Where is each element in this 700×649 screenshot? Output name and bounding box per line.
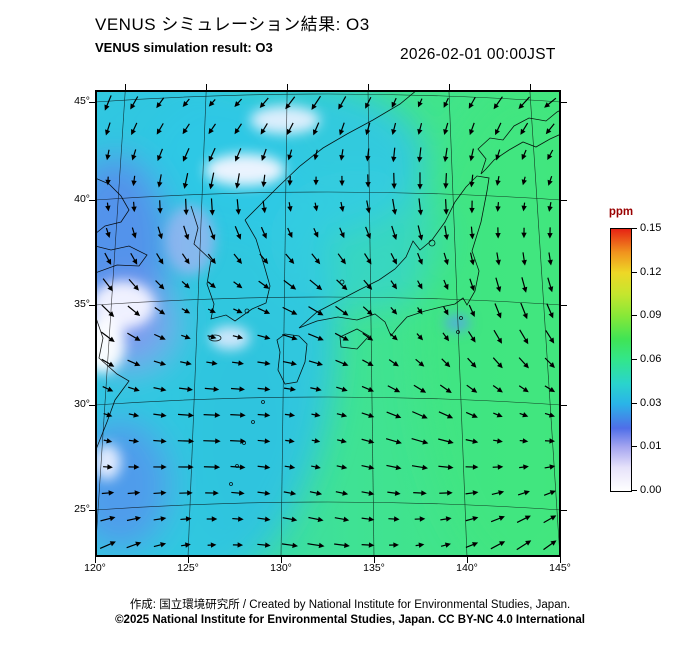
colorbar-tick-label: 0.01 (640, 440, 662, 452)
plot-timestamp: 2026-02-01 00:00JST (400, 46, 556, 63)
lon-tick-mark-top (449, 84, 450, 90)
lon-tick-label: 120° (84, 562, 106, 574)
lat-tick-mark-right (561, 510, 567, 511)
attribution-line2: ©2025 National Institute for Environment… (115, 614, 585, 626)
plot-title-japanese: VENUS シミュレーション結果: O3 (95, 15, 370, 34)
lon-tick-mark-top (530, 84, 531, 90)
lat-tick-mark-right (561, 305, 567, 306)
plot-title-english: VENUS simulation result: O3 (95, 40, 273, 55)
lat-tick-mark (89, 510, 95, 511)
lat-tick-label: 30° (74, 398, 90, 410)
lon-tick-label: 145° (549, 562, 571, 574)
colorbar-tick-mark (632, 403, 637, 404)
lon-tick-mark (560, 557, 561, 563)
colorbar-tick-mark (632, 446, 637, 447)
attribution-line1: 作成: 国立環境研究所 / Created by National Instit… (129, 599, 571, 611)
colorbar-tick-label: 0.00 (640, 484, 662, 496)
attribution: 作成: 国立環境研究所 / Created by National Instit… (0, 596, 700, 626)
lon-tick-label: 125° (177, 562, 199, 574)
lon-tick-mark-top (368, 84, 369, 90)
lat-tick-mark (89, 305, 95, 306)
colorbar-tick-label: 0.12 (640, 266, 662, 278)
colorbar-tick-label: 0.15 (640, 222, 662, 234)
lon-tick-mark-top (206, 84, 207, 90)
colorbar-tick-mark (632, 315, 637, 316)
lon-tick-label: 130° (270, 562, 292, 574)
colorbar-tick-mark (632, 228, 637, 229)
lat-tick-label: 35° (74, 298, 90, 310)
lat-tick-mark-right (561, 102, 567, 103)
colorbar-tick-label: 0.06 (640, 353, 662, 365)
lat-tick-label: 40° (74, 193, 90, 205)
lon-tick-mark (374, 557, 375, 563)
lat-tick-label: 25° (74, 503, 90, 515)
lon-tick-label: 140° (456, 562, 478, 574)
lon-tick-mark (188, 557, 189, 563)
lat-tick-label: 45° (74, 95, 90, 107)
lat-tick-mark (89, 200, 95, 201)
colorbar-tick-mark (632, 359, 637, 360)
lon-tick-label: 135° (363, 562, 385, 574)
colorbar-tick-mark (632, 490, 637, 491)
lon-tick-mark-top (287, 84, 288, 90)
lon-tick-mark (467, 557, 468, 563)
lon-tick-mark-top (125, 84, 126, 90)
lon-tick-mark (95, 557, 96, 563)
colorbar-tick-label: 0.09 (640, 309, 662, 321)
colorbar (610, 228, 632, 492)
colorbar-tick-mark (632, 272, 637, 273)
colorbar-unit-label: ppm (608, 206, 634, 218)
lat-tick-mark (89, 405, 95, 406)
colorbar-tick-label: 0.03 (640, 397, 662, 409)
lat-tick-mark-right (561, 200, 567, 201)
lat-tick-mark-right (561, 405, 567, 406)
lon-tick-mark (281, 557, 282, 563)
simulation-map (95, 90, 561, 557)
lat-tick-mark (89, 102, 95, 103)
